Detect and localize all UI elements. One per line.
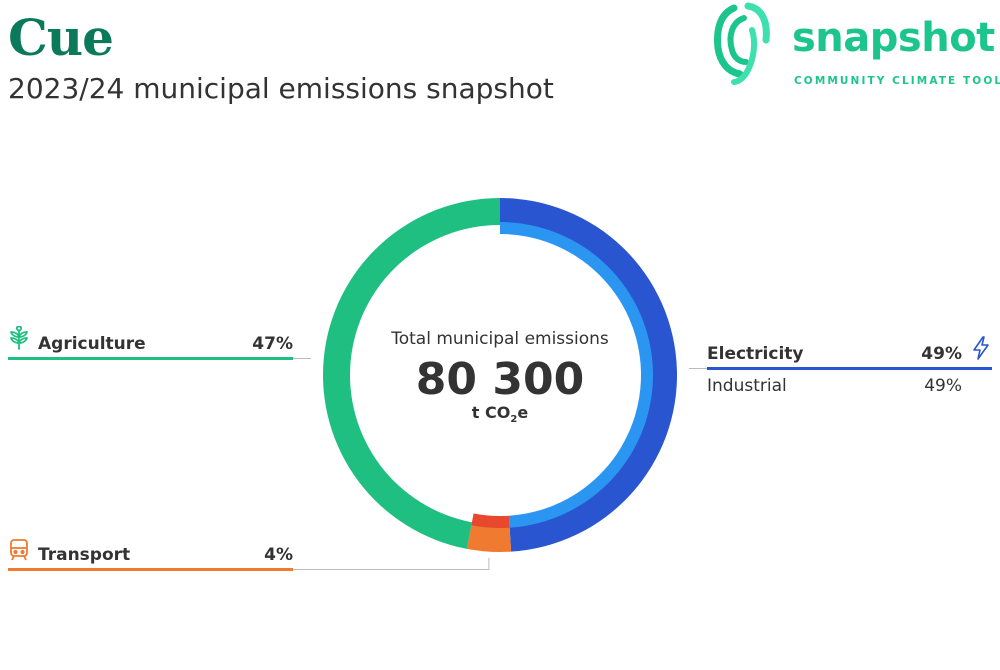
fingerprint-icon [714, 2, 770, 85]
snapshot-logo: snapshot COMMUNITY CLIMATE TOOL [714, 0, 1000, 90]
logo-tagline: COMMUNITY CLIMATE TOOL [794, 75, 1000, 87]
legend-label-agriculture: Agriculture [38, 334, 146, 354]
page-title: Cue [8, 8, 114, 67]
legend-label-industrial: Industrial [707, 376, 787, 396]
total-caption: Total municipal emissions [391, 329, 609, 349]
outer-ring [322, 198, 677, 553]
train-icon [10, 539, 28, 561]
plant-icon [10, 326, 28, 350]
legend-percent-transport: 4% [264, 545, 293, 565]
total-unit: t CO2e [471, 403, 529, 426]
logo-wordmark: snapshot [792, 15, 995, 61]
inner-ring [471, 222, 653, 528]
legend-percent-agriculture: 47% [252, 334, 293, 354]
total-value: 80 300 [415, 354, 585, 405]
sub-slice-transport-sub [471, 513, 510, 528]
slice-transport [466, 522, 512, 553]
page-subtitle: 2023/24 municipal emissions snapshot [8, 72, 554, 105]
legend-label-electricity: Electricity [707, 344, 804, 364]
leader-lines [8, 357, 992, 571]
legend-percent-electricity: 49% [921, 344, 962, 364]
legend-percent-industrial: 49% [924, 376, 962, 396]
slice-electricity [500, 198, 677, 552]
slice-agriculture [322, 198, 500, 549]
leader-line-transport [293, 557, 490, 570]
legend-label-transport: Transport [38, 545, 131, 565]
lightning-icon [973, 336, 989, 360]
